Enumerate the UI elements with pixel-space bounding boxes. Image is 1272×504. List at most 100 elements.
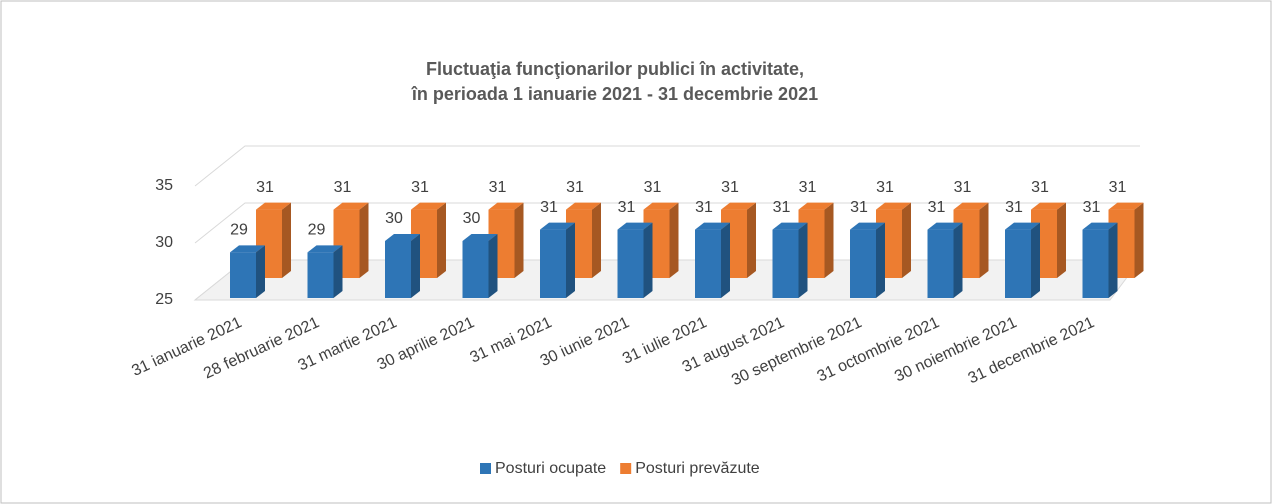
bar	[1005, 222, 1040, 298]
bar-top	[230, 245, 265, 253]
bar	[230, 245, 265, 298]
bar-top	[876, 202, 911, 210]
grid-line	[194, 202, 1140, 244]
bar-top	[385, 234, 420, 241]
bar-top	[1031, 202, 1066, 210]
bar-side	[953, 222, 963, 298]
bar	[307, 245, 343, 298]
bar	[927, 222, 963, 298]
bar-side	[1134, 202, 1144, 278]
bar-side	[592, 202, 601, 278]
bar-side	[979, 202, 989, 278]
bar-side	[256, 245, 265, 298]
bar-side	[488, 234, 498, 298]
bar-side	[902, 202, 911, 278]
bar	[385, 234, 420, 298]
value-label: 31	[954, 179, 972, 196]
bar	[1031, 202, 1066, 278]
bar-side	[876, 222, 885, 298]
bar-front	[230, 252, 256, 298]
value-label: 31	[1031, 179, 1049, 196]
bar-side	[437, 202, 446, 278]
bar-side	[359, 202, 369, 278]
bar-top	[462, 234, 498, 241]
bar-front	[772, 229, 799, 298]
bar-top	[256, 202, 291, 210]
legend-label: Posturi prevăzute	[635, 460, 760, 477]
bar-side	[1108, 222, 1118, 298]
value-label: 31	[644, 179, 662, 196]
bar-top	[488, 202, 524, 210]
bar-front	[1005, 229, 1031, 298]
bar-side	[333, 245, 343, 298]
legend-swatch	[620, 463, 632, 474]
bar-top	[798, 202, 834, 210]
bar-front	[927, 229, 954, 298]
y-tick-label: 35	[155, 177, 173, 194]
bar-front	[540, 229, 566, 298]
value-label: 31	[1083, 199, 1101, 216]
chart-title: în perioada 1 ianuarie 2021 - 31 decembr…	[411, 84, 818, 104]
bar-side	[566, 222, 575, 298]
bar-side	[798, 222, 808, 298]
bar-side	[514, 202, 524, 278]
bar-front	[307, 252, 334, 298]
value-label: 31	[411, 179, 429, 196]
bar-side	[1031, 222, 1040, 298]
bar-side	[643, 222, 653, 298]
bar-top	[643, 202, 679, 210]
bar-front	[462, 241, 489, 298]
value-label: 31	[1109, 179, 1127, 196]
bar-top	[540, 222, 575, 230]
bar	[695, 222, 730, 298]
bar-top	[1082, 222, 1118, 230]
bar-top	[927, 222, 963, 230]
bar	[540, 222, 575, 298]
value-label: 31	[489, 179, 507, 196]
bar-top	[566, 202, 601, 210]
bar-top	[721, 202, 756, 210]
bar	[1082, 222, 1118, 298]
bar-top	[953, 202, 989, 210]
bar-side	[1057, 202, 1066, 278]
value-label: 31	[334, 179, 352, 196]
value-label: 31	[721, 179, 739, 196]
value-label: 31	[773, 199, 791, 216]
bar-side	[669, 202, 679, 278]
bar-side	[282, 202, 291, 278]
legend-label: Posturi ocupate	[495, 460, 606, 477]
value-label: 31	[876, 179, 894, 196]
bar-top	[1005, 222, 1040, 230]
value-label: 31	[928, 199, 946, 216]
bar-side	[411, 234, 420, 298]
bar-side	[824, 202, 834, 278]
bar-top	[1108, 202, 1144, 210]
bar-top	[695, 222, 730, 230]
bar	[617, 222, 653, 298]
bar-side	[747, 202, 756, 278]
bar-front	[385, 241, 411, 298]
y-tick-label: 25	[155, 291, 173, 308]
y-tick-label: 30	[155, 234, 173, 251]
bar-front	[617, 229, 644, 298]
value-label: 31	[566, 179, 584, 196]
bar	[462, 234, 498, 298]
grid-line	[194, 145, 1140, 187]
value-label: 29	[308, 222, 326, 239]
bar-top	[772, 222, 808, 230]
bar-front	[695, 229, 721, 298]
value-label: 31	[540, 199, 558, 216]
bar-front	[1082, 229, 1109, 298]
bar	[772, 222, 808, 298]
value-label: 31	[1005, 199, 1023, 216]
chart-title: Fluctuaţia funcţionarilor publici în act…	[426, 59, 804, 79]
bar-top	[307, 245, 343, 253]
bar-front	[850, 229, 876, 298]
value-label: 31	[850, 199, 868, 216]
value-label: 31	[799, 179, 817, 196]
value-label: 31	[695, 199, 713, 216]
bar-top	[411, 202, 446, 210]
value-label: 30	[463, 210, 481, 227]
